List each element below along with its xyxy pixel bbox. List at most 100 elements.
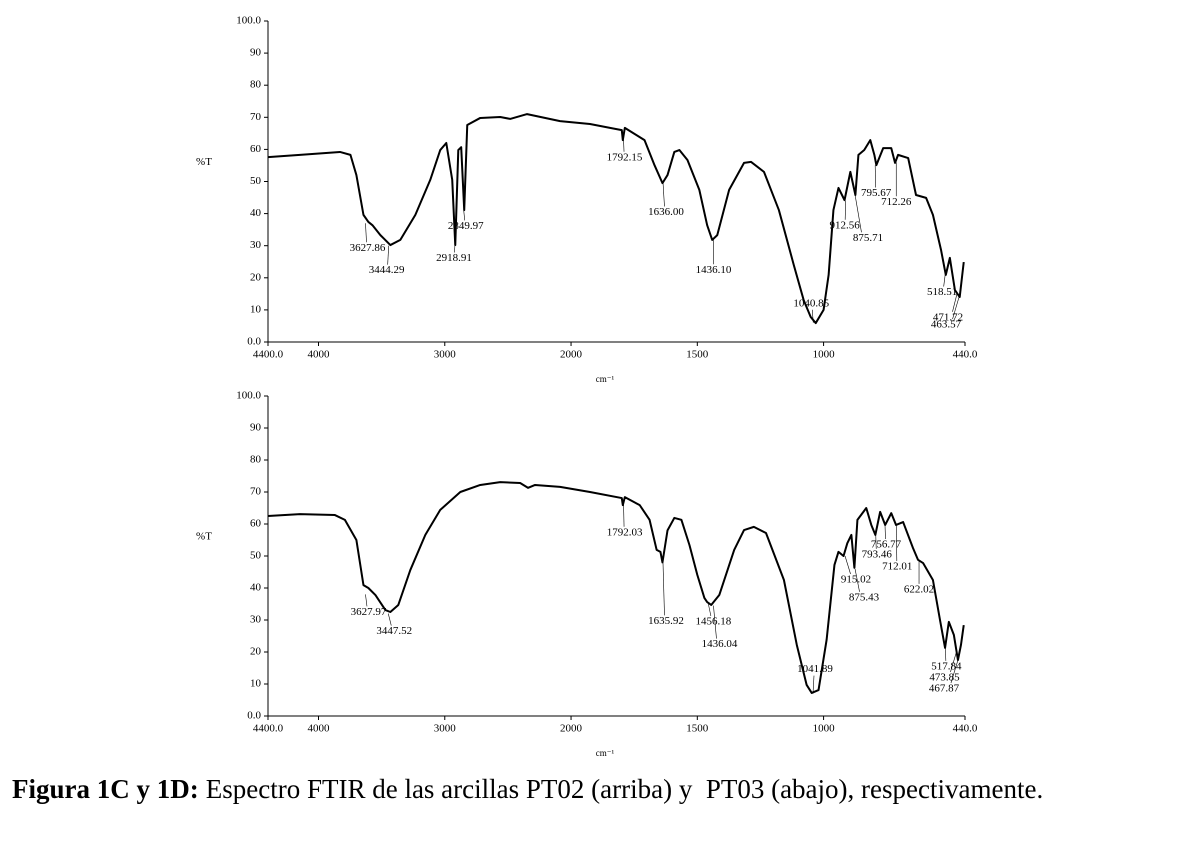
peak-label: 3627.86 xyxy=(350,242,386,254)
y-tick-label: 80 xyxy=(250,79,262,91)
y-tick-label: 70 xyxy=(250,486,262,498)
y-tick-label: 100.0 xyxy=(236,15,261,27)
peak-label: 1040.85 xyxy=(793,297,829,309)
peak-marker xyxy=(854,194,862,233)
y-tick-label: 50 xyxy=(250,550,262,562)
peak-marker xyxy=(952,296,960,320)
peak-label: 3447.52 xyxy=(376,625,412,637)
peak-marker xyxy=(896,524,898,561)
peak-marker xyxy=(365,223,367,243)
peak-label: 712.01 xyxy=(882,560,912,572)
peak-marker xyxy=(950,659,959,684)
peak-label: 795.67 xyxy=(861,187,892,199)
x-tick-label: 3000 xyxy=(434,349,457,361)
y-tick-label: 0.0 xyxy=(247,336,261,348)
peak-marker xyxy=(945,647,947,661)
y-tick-label: 100.0 xyxy=(236,390,261,402)
peak-marker xyxy=(708,603,712,617)
y-tick-label: 60 xyxy=(250,518,262,530)
y-tick-label: 20 xyxy=(250,646,262,658)
peak-label: 756.77 xyxy=(871,538,902,550)
y-tick-label: 50 xyxy=(250,175,262,187)
x-tick-label: 4000 xyxy=(308,723,331,735)
x-tick-label: 4400.0 xyxy=(253,349,284,361)
peak-marker xyxy=(950,651,957,673)
caption-text: Espectro FTIR de las arcillas PT02 (arri… xyxy=(205,774,1044,804)
peak-marker xyxy=(662,562,665,616)
peak-marker xyxy=(875,534,877,549)
peak-marker xyxy=(943,274,946,287)
y-tick-label: 40 xyxy=(250,582,262,594)
y-tick-label: 70 xyxy=(250,111,262,123)
x-tick-label: 2000 xyxy=(560,349,583,361)
spectrum-line xyxy=(267,113,965,325)
x-axis-label: cm⁻¹ xyxy=(596,748,615,758)
y-tick-label: 80 xyxy=(250,454,262,466)
y-tick-label: 0.0 xyxy=(247,710,261,722)
peak-label: 467.87 xyxy=(929,683,960,695)
peak-label: 517.84 xyxy=(931,660,962,672)
y-tick-label: 90 xyxy=(250,47,262,59)
x-tick-label: 2000 xyxy=(560,723,583,735)
peak-label: 3627.97 xyxy=(351,606,387,618)
peak-marker xyxy=(387,245,389,265)
y-tick-label: 10 xyxy=(250,678,262,690)
peak-marker xyxy=(365,594,368,607)
peak-marker xyxy=(387,613,392,626)
y-tick-label: 60 xyxy=(250,143,262,155)
y-axis-label: %T xyxy=(196,156,212,168)
peak-label: 473.85 xyxy=(929,672,960,684)
peak-marker xyxy=(811,309,814,323)
peak-label: 915.02 xyxy=(841,574,871,586)
peak-label: 793.46 xyxy=(862,548,893,560)
x-axis-label: cm⁻¹ xyxy=(596,374,615,384)
peak-marker xyxy=(662,181,665,207)
peak-label: 1792.03 xyxy=(607,526,643,538)
peak-label: 1456.18 xyxy=(696,616,732,628)
peak-marker xyxy=(854,568,860,592)
peak-label: 1436.10 xyxy=(696,264,732,276)
x-tick-label: 3000 xyxy=(434,723,457,735)
y-tick-label: 10 xyxy=(250,303,262,315)
peak-label: 1041.89 xyxy=(797,663,833,675)
y-tick-label: 30 xyxy=(250,614,262,626)
peak-label: 875.43 xyxy=(849,591,880,603)
peak-label: 712.26 xyxy=(881,196,912,208)
peak-label: 2918.91 xyxy=(436,252,472,264)
x-tick-label: 1500 xyxy=(686,349,709,361)
peak-label: 1636.00 xyxy=(648,206,684,218)
peak-label: 1635.92 xyxy=(648,615,684,627)
peak-marker xyxy=(454,242,456,253)
peak-marker xyxy=(463,210,466,221)
peak-label: 622.02 xyxy=(904,583,934,595)
peak-marker xyxy=(713,605,717,639)
caption-label: Figura 1C y 1D: xyxy=(12,774,199,804)
x-tick-label: 440.0 xyxy=(953,349,978,361)
peak-marker xyxy=(844,555,851,575)
spectrum-line xyxy=(267,481,965,694)
x-tick-label: 1500 xyxy=(686,723,709,735)
y-axis-label: %T xyxy=(196,530,212,542)
x-tick-label: 4000 xyxy=(308,349,331,361)
x-tick-label: 1000 xyxy=(813,349,836,361)
peak-label: 463.57 xyxy=(931,319,962,331)
peak-label: 3444.29 xyxy=(369,264,405,276)
y-tick-label: 20 xyxy=(250,271,262,283)
peak-label: 518.51 xyxy=(927,286,957,298)
peak-marker xyxy=(844,200,846,220)
peak-label: 912.56 xyxy=(830,219,861,231)
peak-label: 1436.04 xyxy=(702,638,738,650)
peak-label: 1792.15 xyxy=(607,151,643,163)
peak-label: 471.72 xyxy=(933,311,963,323)
x-tick-label: 1000 xyxy=(813,723,836,735)
peak-marker xyxy=(874,165,876,188)
y-tick-label: 40 xyxy=(250,207,262,219)
x-tick-label: 440.0 xyxy=(953,723,978,735)
peak-marker xyxy=(623,139,625,152)
caption: Figura 1C y 1D: Espectro FTIR de las arci… xyxy=(12,774,1043,805)
peak-label: 875.71 xyxy=(853,232,883,244)
x-tick-label: 4400.0 xyxy=(253,723,284,735)
y-tick-label: 90 xyxy=(250,422,262,434)
